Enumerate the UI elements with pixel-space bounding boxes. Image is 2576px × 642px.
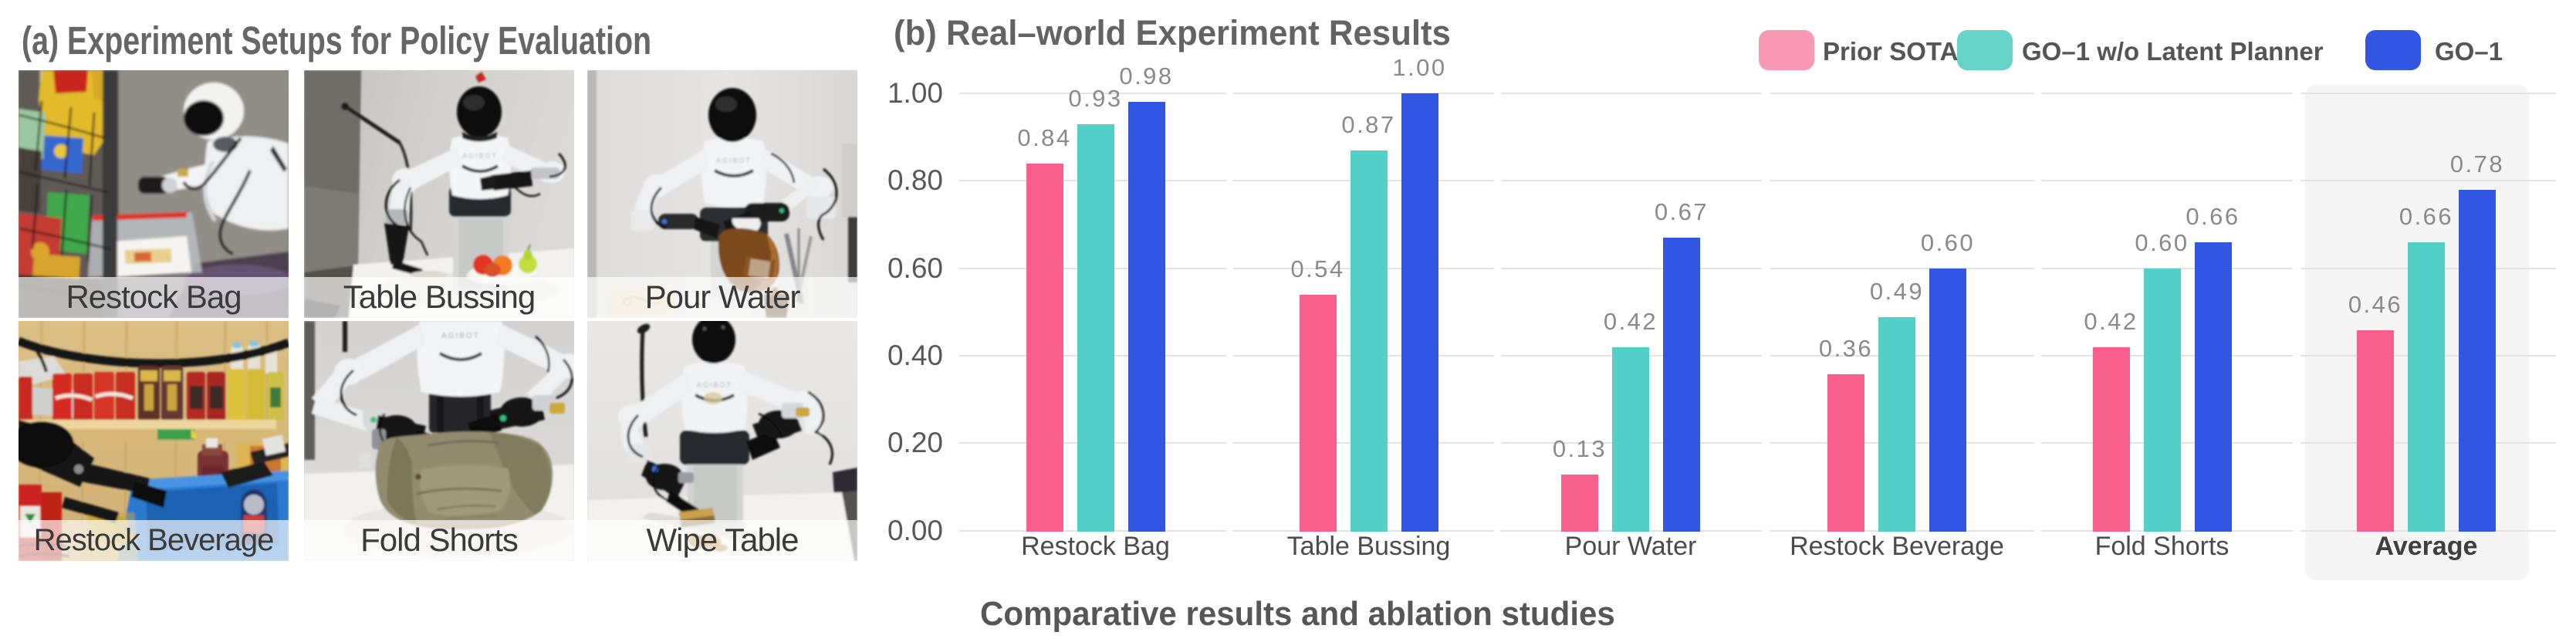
- svg-text:AGIBOT: AGIBOT: [716, 157, 752, 164]
- svg-text:AGIBOT: AGIBOT: [462, 152, 498, 160]
- svg-text:AGIBOT: AGIBOT: [697, 381, 732, 389]
- svg-text:AGIBOT: AGIBOT: [441, 332, 480, 340]
